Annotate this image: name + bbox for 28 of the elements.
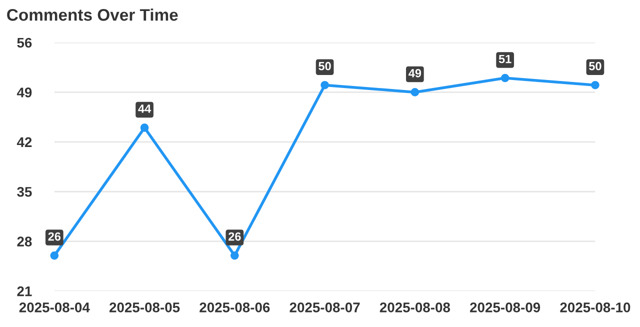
y-tick-label: 49 — [16, 88, 32, 98]
chart-title: Comments Over Time — [7, 8, 178, 21]
point — [591, 80, 600, 90]
point — [140, 124, 149, 132]
y-tick-label: 21 — [17, 286, 32, 296]
y-tick-label: 42 — [16, 137, 32, 147]
point — [500, 74, 510, 82]
x-tick-label: 2025-08-05 — [109, 302, 180, 312]
y-tick-label: 56 — [17, 38, 32, 48]
data-label: 50 — [589, 62, 602, 70]
point — [320, 80, 329, 90]
x-tick-label: 2025-08-04 — [19, 302, 90, 312]
data-label: 51 — [498, 54, 512, 64]
x-tick-label: 2025-08-07 — [290, 302, 360, 312]
y-tick-label: 28 — [17, 236, 32, 246]
data-label: 26 — [48, 232, 61, 241]
x-tick-label: 2025-08-10 — [560, 302, 630, 312]
data-label: 49 — [408, 69, 422, 78]
point — [410, 88, 420, 96]
x-tick-label: 2025-08-09 — [470, 302, 540, 312]
data-label: 26 — [228, 232, 241, 241]
x-tick-label: 2025-08-06 — [200, 302, 270, 312]
point — [230, 251, 239, 260]
data-label: 44 — [138, 104, 152, 113]
x-tick-label: 2025-08-08 — [380, 302, 450, 312]
y-tick-label: 35 — [17, 186, 32, 197]
point — [50, 251, 59, 260]
data-label: 50 — [318, 62, 331, 70]
